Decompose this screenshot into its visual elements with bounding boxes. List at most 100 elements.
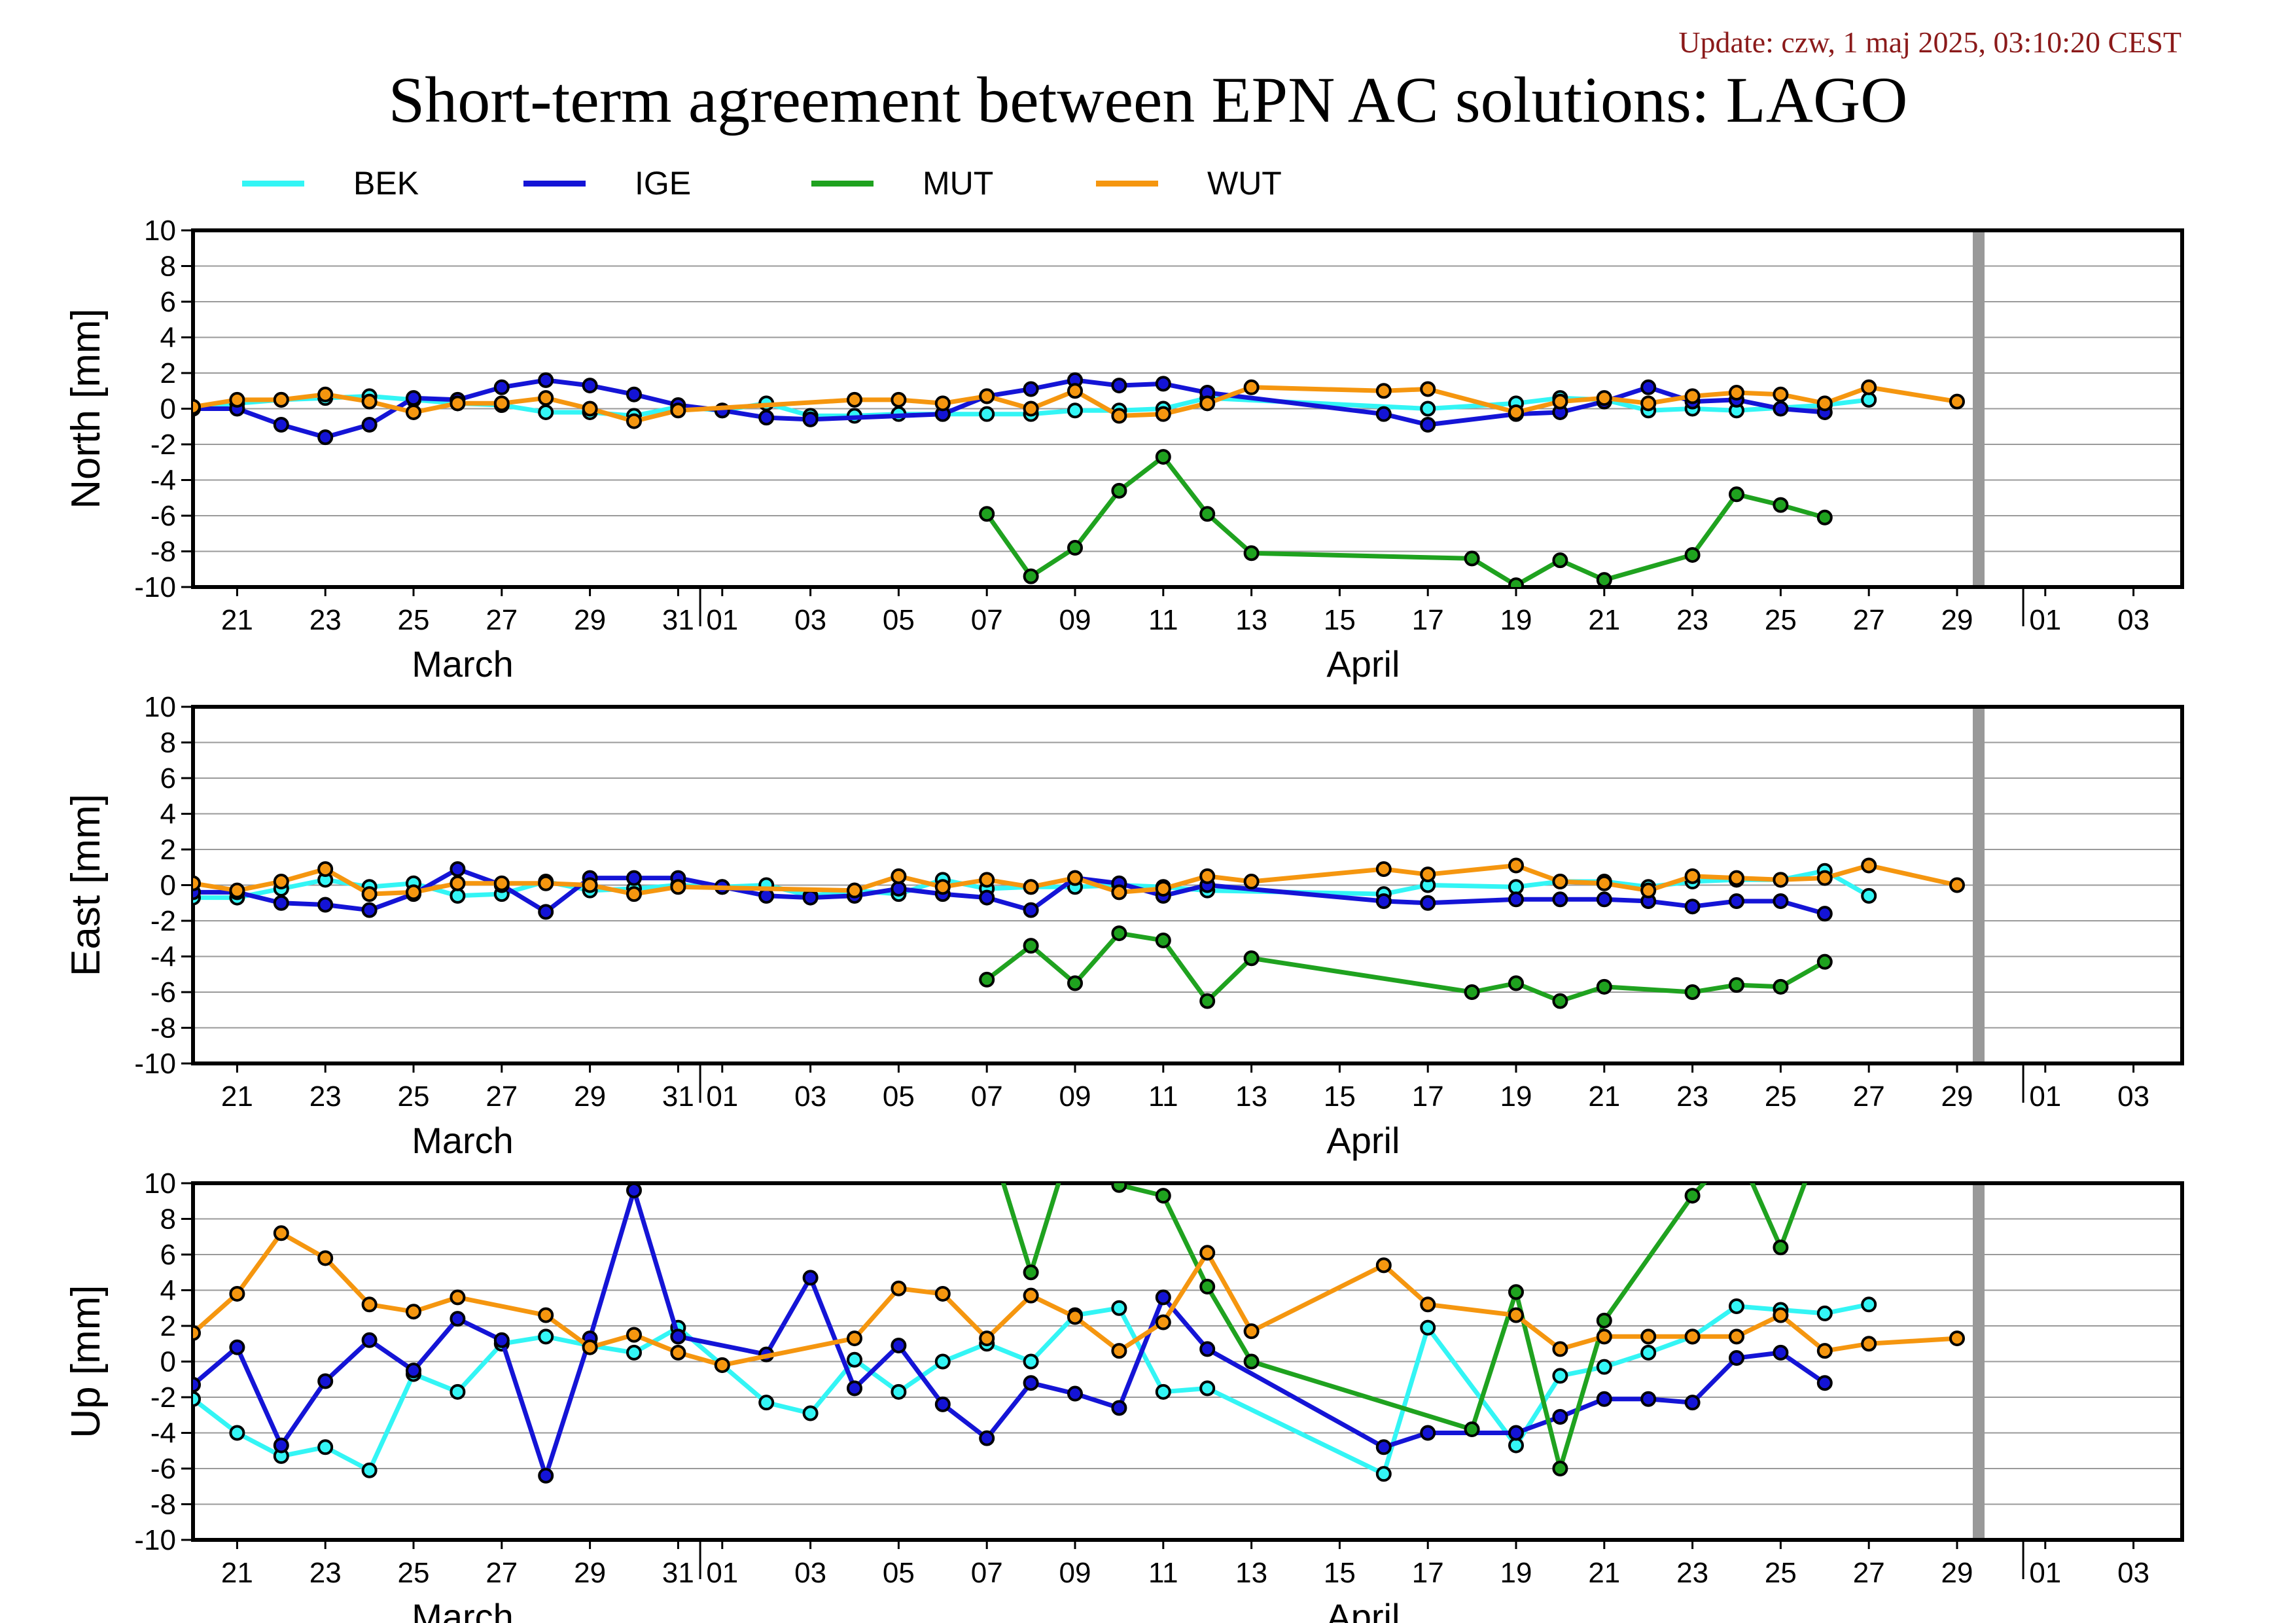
data-point-ige xyxy=(1596,891,1612,908)
data-point-wut xyxy=(1023,401,1039,417)
data-point-mut xyxy=(1155,1188,1171,1204)
data-point-wut xyxy=(891,1280,907,1296)
x-tick-label: 27 xyxy=(486,1557,518,1589)
y-tick-label: -4 xyxy=(150,465,176,497)
data-point-wut xyxy=(847,1330,862,1347)
data-point-ige xyxy=(934,1396,951,1412)
legend-label-bek: BEK xyxy=(353,165,419,202)
x-tick-label: 29 xyxy=(1941,604,1973,636)
data-point-ige xyxy=(626,1183,642,1198)
data-point-wut xyxy=(1420,381,1436,397)
x-tick-label: 13 xyxy=(1235,1557,1267,1589)
data-point-ige xyxy=(317,897,334,913)
data-point-wut xyxy=(1552,874,1568,890)
data-point-ige xyxy=(493,1332,510,1348)
x-tick-label: 07 xyxy=(971,1557,1003,1589)
data-point-mut xyxy=(1199,993,1216,1009)
data-point-bek xyxy=(1861,887,1877,904)
x-tick-label: 19 xyxy=(1500,604,1532,636)
data-point-ige xyxy=(1508,891,1524,908)
data-point-mut xyxy=(1552,993,1568,1009)
x-tick-label: 27 xyxy=(1853,604,1885,636)
data-point-mut xyxy=(1023,1264,1039,1281)
data-point-mut xyxy=(1464,1421,1480,1438)
series-line-wut xyxy=(193,385,1958,424)
data-point-ige xyxy=(802,411,819,427)
x-tick-label: 23 xyxy=(309,1557,342,1589)
data-point-wut xyxy=(670,1344,686,1361)
data-point-ige xyxy=(1420,1425,1436,1441)
y-tick-label: -10 xyxy=(134,1048,176,1080)
data-point-wut xyxy=(1508,404,1524,420)
y-tick-label: -8 xyxy=(150,536,176,568)
x-tick-label: 27 xyxy=(486,1080,518,1113)
data-point-mut xyxy=(1729,977,1744,993)
data-point-wut xyxy=(1596,1329,1612,1345)
data-point-wut xyxy=(406,884,421,901)
data-point-bek xyxy=(1111,1300,1127,1316)
data-point-wut xyxy=(1508,1307,1524,1323)
y-tick-label: -8 xyxy=(150,1012,176,1044)
month-label: April xyxy=(1326,1596,1400,1623)
x-tick-label: 25 xyxy=(398,1557,430,1589)
data-point-wut xyxy=(1155,1314,1171,1330)
y-tick-label: -2 xyxy=(150,905,176,937)
series-line-mut xyxy=(985,454,1826,587)
data-point-wut xyxy=(626,1327,642,1343)
data-point-ige xyxy=(273,895,289,911)
data-point-mut xyxy=(1067,975,1083,991)
legend-label-ige: IGE xyxy=(635,165,692,202)
y-tick-label: 4 xyxy=(160,322,176,354)
x-tick-label: 01 xyxy=(2029,1080,2061,1113)
x-tick-label: 21 xyxy=(1588,1557,1620,1589)
data-point-ige xyxy=(626,870,642,886)
data-point-wut xyxy=(1729,384,1744,401)
y-tick-label: 6 xyxy=(160,1239,176,1271)
y-tick-label: -4 xyxy=(150,941,176,973)
data-point-mut xyxy=(1464,550,1480,567)
data-point-mut xyxy=(1199,506,1216,522)
x-tick-label: 15 xyxy=(1324,1080,1356,1113)
data-point-ige xyxy=(1508,1425,1524,1441)
series-line-wut xyxy=(193,863,1958,897)
x-tick-label: 17 xyxy=(1412,604,1444,636)
data-point-bek xyxy=(538,1329,554,1345)
data-point-bek xyxy=(1023,1353,1039,1370)
data-point-bek xyxy=(1508,879,1524,895)
data-point-wut xyxy=(891,391,907,408)
data-point-bek xyxy=(1861,1296,1877,1313)
data-point-wut xyxy=(1816,1343,1833,1359)
data-point-ige xyxy=(1640,379,1657,395)
x-tick-label: 21 xyxy=(221,1080,253,1113)
data-point-ige xyxy=(758,410,775,426)
x-tick-label: 25 xyxy=(398,604,430,636)
x-tick-label: 29 xyxy=(1941,1557,1973,1589)
data-point-wut xyxy=(1596,390,1612,406)
data-point-wut xyxy=(1640,395,1657,412)
data-point-ige xyxy=(361,902,378,918)
data-point-wut xyxy=(1067,383,1083,399)
data-point-bek xyxy=(1552,1368,1568,1384)
data-point-wut xyxy=(1552,1341,1568,1357)
y-tick-label: -2 xyxy=(150,429,176,461)
x-tick-label: 01 xyxy=(2029,604,2061,636)
x-tick-label: 23 xyxy=(1676,1080,1708,1113)
x-tick-label: 27 xyxy=(1853,1080,1885,1113)
data-point-ige xyxy=(450,861,466,877)
x-tick-label: 05 xyxy=(883,1080,915,1113)
data-point-mut xyxy=(1067,540,1083,556)
y-tick-label: 8 xyxy=(160,727,176,759)
data-point-mut xyxy=(1464,984,1480,1000)
data-point-ige xyxy=(1552,1408,1568,1425)
data-point-wut xyxy=(1243,874,1260,890)
data-point-wut xyxy=(1861,857,1877,874)
data-point-wut xyxy=(538,875,554,891)
data-point-wut xyxy=(979,872,995,888)
data-point-ige xyxy=(273,417,289,433)
data-point-mut xyxy=(1684,546,1701,563)
y-axis-label: North [mm] xyxy=(63,308,109,509)
data-point-wut xyxy=(193,399,201,415)
data-point-wut xyxy=(1640,882,1657,899)
y-tick-label: -8 xyxy=(150,1489,176,1521)
x-tick-label: 29 xyxy=(574,1080,606,1113)
